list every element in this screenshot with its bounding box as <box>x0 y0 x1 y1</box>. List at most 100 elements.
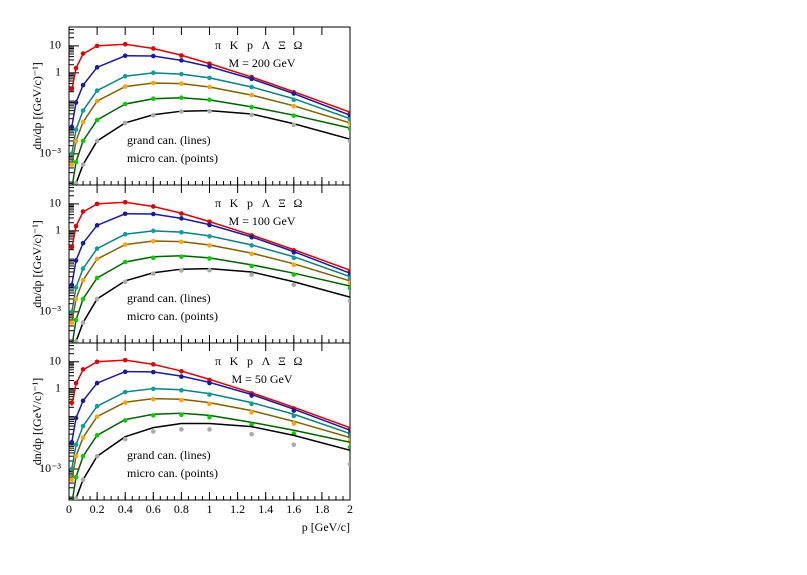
micro-canonical-point <box>80 138 86 144</box>
micro-canonical-point <box>122 242 128 247</box>
micro-canonical-point <box>122 84 128 89</box>
micro-canonical-point <box>207 427 212 432</box>
x-tick-label: 0 <box>66 502 72 516</box>
micro-canonical-point <box>151 80 156 86</box>
legend-entry: Ω <box>294 196 303 210</box>
y-tick-label: 10⁻³ <box>39 304 61 318</box>
micro-canonical-point <box>179 254 184 260</box>
data-area <box>69 357 350 500</box>
micro-canonical-point <box>291 250 297 255</box>
micro-canonical-point <box>73 496 79 500</box>
micro-canonical-point <box>151 204 156 209</box>
micro-canonical-point <box>207 401 212 407</box>
micro-canonical-point <box>179 388 184 393</box>
micro-canonical-point <box>249 76 254 82</box>
micro-canonical-point <box>94 275 100 281</box>
micro-canonical-point <box>207 64 212 69</box>
x-tick-label: 0.8 <box>174 502 189 516</box>
micro-canonical-point <box>291 413 297 419</box>
micro-canonical-point <box>179 211 184 216</box>
micro-canonical-point <box>179 397 184 403</box>
legend-entry: Ξ <box>278 38 286 52</box>
y-tick-label: 10 <box>49 353 61 367</box>
micro-canonical-point <box>347 117 350 122</box>
micro-canonical-point <box>80 453 86 459</box>
micro-canonical-point <box>179 216 184 221</box>
legend-entry: Λ <box>262 354 271 368</box>
micro-canonical-point <box>207 108 212 114</box>
micro-canonical-point <box>94 380 100 386</box>
micro-canonical-point <box>179 412 184 418</box>
grand-canonical-line <box>71 412 350 500</box>
micro-canonical-point <box>347 298 350 304</box>
data-area <box>69 41 350 185</box>
micro-canonical-point <box>207 233 212 239</box>
micro-canonical-point <box>122 73 128 79</box>
micro-canonical-point <box>249 84 254 90</box>
micro-canonical-point <box>179 53 184 58</box>
micro-canonical-point <box>347 126 350 132</box>
micro-canonical-point <box>207 392 212 397</box>
micro-canonical-point <box>80 423 86 429</box>
micro-canonical-point <box>69 86 75 92</box>
legend-entry: Ξ <box>278 354 286 368</box>
micro-canonical-point <box>291 122 297 128</box>
micro-canonical-point <box>94 296 100 302</box>
micro-canonical-point <box>207 97 212 103</box>
micro-canonical-point <box>291 442 297 448</box>
micro-canonical-point <box>151 362 156 367</box>
x-tick-label: 2 <box>347 502 353 516</box>
micro-canonical-point <box>207 267 212 273</box>
legend-entry: Ω <box>294 354 303 368</box>
micro-canonical-point <box>122 53 128 59</box>
y-tick-label: 1 <box>55 380 61 394</box>
y-axis-label: dn/dp [(GeV/c)⁻¹] <box>30 378 44 466</box>
micro-canonical-point <box>80 367 86 372</box>
micro-canonical-point <box>249 410 254 415</box>
micro-canonical-point <box>249 104 254 110</box>
annotation: grand can. (lines) <box>127 133 211 147</box>
annotation: grand can. (lines) <box>127 448 211 462</box>
micro-canonical-point <box>94 201 100 207</box>
micro-canonical-point <box>347 138 350 144</box>
annotation: micro can. (points) <box>127 309 218 323</box>
micro-canonical-point <box>151 413 156 418</box>
micro-canonical-point <box>69 320 75 325</box>
legend-entry: p <box>247 354 253 368</box>
micro-canonical-point <box>73 296 79 302</box>
micro-canonical-point <box>249 92 254 98</box>
legend-entry: p <box>247 196 253 210</box>
micro-canonical-point <box>151 228 156 234</box>
micro-canonical-point <box>347 280 350 285</box>
micro-canonical-point <box>73 258 79 263</box>
micro-canonical-point <box>94 359 100 365</box>
micro-canonical-point <box>122 199 128 205</box>
micro-canonical-point <box>179 374 184 379</box>
x-tick-label: 1.2 <box>230 502 245 516</box>
micro-canonical-point <box>179 58 184 63</box>
micro-canonical-point <box>80 477 86 482</box>
micro-canonical-point <box>80 51 86 56</box>
micro-canonical-point <box>249 243 254 248</box>
micro-canonical-point <box>347 285 350 291</box>
micro-canonical-point <box>207 222 212 228</box>
legend-entry: K <box>230 38 239 52</box>
micro-canonical-point <box>73 339 79 343</box>
micro-canonical-point <box>80 240 86 246</box>
micro-canonical-point <box>249 272 254 277</box>
micro-canonical-point <box>122 357 128 363</box>
micro-canonical-point <box>80 435 86 440</box>
micro-canonical-point <box>291 408 297 413</box>
micro-canonical-point <box>94 88 100 93</box>
micro-canonical-point <box>73 159 79 165</box>
micro-canonical-point <box>151 46 156 51</box>
micro-canonical-point <box>73 474 79 480</box>
micro-canonical-point <box>73 65 79 71</box>
micro-canonical-point <box>179 268 184 273</box>
micro-canonical-point <box>122 120 128 126</box>
micro-canonical-point <box>94 453 100 459</box>
micro-canonical-point <box>69 400 75 405</box>
